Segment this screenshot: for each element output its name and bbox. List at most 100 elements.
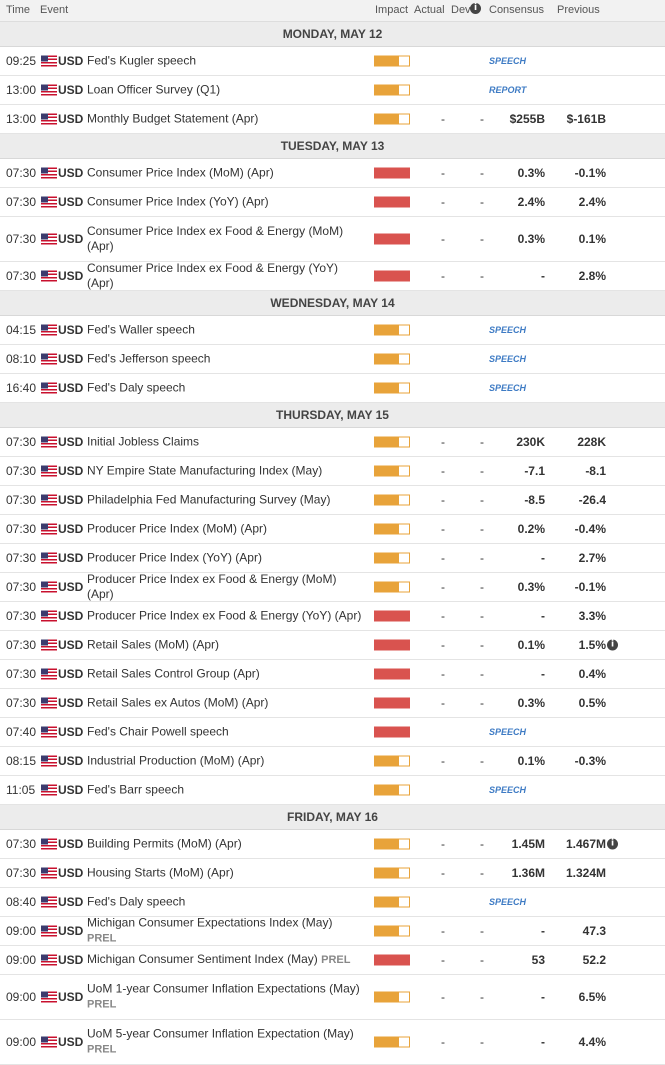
- deviation-value: -: [480, 522, 484, 536]
- currency-code: USD: [58, 866, 84, 880]
- event-name[interactable]: Fed's Daly speech: [87, 381, 362, 396]
- us-flag-icon: [41, 991, 57, 1003]
- event-name[interactable]: Loan Officer Survey (Q1): [87, 83, 362, 98]
- event-row[interactable]: 07:40 USD Fed's Chair Powell speech SPEECH: [0, 718, 665, 747]
- event-name[interactable]: Fed's Daly speech: [87, 895, 362, 910]
- event-title: Consumer Price Index (YoY) (Apr): [87, 194, 269, 209]
- event-name[interactable]: Producer Price Index ex Food & Energy (M…: [87, 572, 362, 602]
- impact-high-bar: [374, 726, 410, 738]
- revised-info-icon[interactable]: i: [607, 838, 618, 850]
- event-name[interactable]: Industrial Production (MoM) (Apr): [87, 754, 362, 769]
- event-name[interactable]: Fed's Kugler speech: [87, 54, 362, 69]
- event-name[interactable]: Building Permits (MoM) (Apr): [87, 837, 362, 852]
- event-row[interactable]: 07:30 USD Retail Sales ex Autos (MoM) (Apr…: [0, 689, 665, 718]
- deviation-value: -: [480, 866, 484, 880]
- event-row[interactable]: 09:00 USD UoM 1-year Consumer Inflation Ex…: [0, 975, 665, 1020]
- day-header: WEDNESDAY, MAY 14: [0, 291, 665, 316]
- event-name[interactable]: Fed's Chair Powell speech: [87, 725, 362, 740]
- event-row[interactable]: 07:30 USD Retail Sales (MoM) (Apr) - - 0.1% 1.…: [0, 631, 665, 660]
- event-title: NY Empire State Manufacturing Index (May…: [87, 463, 323, 478]
- event-name[interactable]: Retail Sales Control Group (Apr): [87, 667, 362, 682]
- event-title: Retail Sales (MoM) (Apr): [87, 637, 220, 652]
- event-name[interactable]: Consumer Price Index (MoM) (Apr): [87, 166, 362, 181]
- event-name[interactable]: Retail Sales ex Autos (MoM) (Apr): [87, 696, 362, 711]
- event-name[interactable]: Housing Starts (MoM) (Apr): [87, 866, 362, 881]
- event-row[interactable]: 16:40 USD Fed's Daly speech SPEECH: [0, 374, 665, 403]
- us-flag-icon: [41, 639, 57, 651]
- event-row[interactable]: 07:30 USD Consumer Price Index (MoM) (Apr)…: [0, 159, 665, 188]
- previous-value: 1.467M: [565, 837, 606, 851]
- us-flag-icon: [41, 465, 57, 477]
- event-name[interactable]: UoM 5-year Consumer Inflation Expectatio…: [87, 1027, 362, 1058]
- event-row[interactable]: 07:30 USD Consumer Price Index ex Food & E…: [0, 217, 665, 262]
- event-row[interactable]: 07:30 USD Building Permits (MoM) (Apr) - - 1.…: [0, 830, 665, 859]
- event-name[interactable]: Producer Price Index (MoM) (Apr): [87, 522, 362, 537]
- impact-medium-bar: [374, 436, 410, 448]
- currency-code: USD: [58, 323, 84, 337]
- event-name[interactable]: Fed's Waller speech: [87, 323, 362, 338]
- actual-value: -: [441, 493, 445, 507]
- event-row[interactable]: 07:30 USD Retail Sales Control Group (Apr)…: [0, 660, 665, 689]
- event-row[interactable]: 07:30 USD Philadelphia Fed Manufacturing S…: [0, 486, 665, 515]
- event-name[interactable]: Monthly Budget Statement (Apr): [87, 112, 362, 127]
- event-row[interactable]: 04:15 USD Fed's Waller speech SPEECH: [0, 316, 665, 345]
- event-row[interactable]: 07:30 USD Producer Price Index (MoM) (Apr)…: [0, 515, 665, 544]
- event-row[interactable]: 07:30 USD Housing Starts (MoM) (Apr) - - 1.36…: [0, 859, 665, 888]
- previous-value: 0.1%: [578, 232, 606, 246]
- event-name[interactable]: NY Empire State Manufacturing Index (May…: [87, 464, 362, 479]
- event-row[interactable]: 08:40 USD Fed's Daly speech SPEECH: [0, 888, 665, 917]
- event-row[interactable]: 09:25 USD Fed's Kugler speech SPEECH: [0, 47, 665, 76]
- event-name[interactable]: Michigan Consumer Expectations Index (Ma…: [87, 916, 362, 947]
- event-name[interactable]: Producer Price Index ex Food & Energy (Y…: [87, 609, 362, 624]
- previous-value: -8.1: [585, 464, 606, 478]
- event-name[interactable]: Consumer Price Index ex Food & Energy (M…: [87, 224, 362, 254]
- consensus-value: -: [541, 551, 545, 565]
- event-name[interactable]: Initial Jobless Claims: [87, 435, 362, 450]
- event-row[interactable]: 07:30 USD NY Empire State Manufacturing In…: [0, 457, 665, 486]
- event-row[interactable]: 07:30 USD Producer Price Index ex Food & E…: [0, 602, 665, 631]
- event-row[interactable]: 08:15 USD Industrial Production (MoM) (Apr…: [0, 747, 665, 776]
- dev-info-icon[interactable]: i: [470, 3, 481, 14]
- event-title: Fed's Kugler speech: [87, 53, 197, 68]
- actual-value: -: [441, 551, 445, 565]
- currency-code: USD: [58, 895, 84, 909]
- event-row[interactable]: 13:00 USD Monthly Budget Statement (Apr) - -…: [0, 105, 665, 134]
- event-name[interactable]: UoM 1-year Consumer Inflation Expectatio…: [87, 982, 362, 1013]
- event-row[interactable]: 11:05 USD Fed's Barr speech SPEECH: [0, 776, 665, 805]
- deviation-value: -: [480, 754, 484, 768]
- consensus-value: 2.4%: [517, 195, 545, 209]
- header-event: Event: [40, 4, 69, 16]
- event-name[interactable]: Retail Sales (MoM) (Apr): [87, 638, 362, 653]
- prel-badge: PREL: [321, 954, 351, 966]
- event-name[interactable]: Consumer Price Index (YoY) (Apr): [87, 195, 362, 210]
- us-flag-icon: [41, 84, 57, 96]
- event-name[interactable]: Michigan Consumer Sentiment Index (May) …: [87, 952, 362, 968]
- event-name[interactable]: Fed's Barr speech: [87, 783, 362, 798]
- event-title: Fed's Waller speech: [87, 322, 195, 337]
- event-row[interactable]: 09:00 USD UoM 5-year Consumer Inflation Ex…: [0, 1020, 665, 1065]
- event-row[interactable]: 07:30 USD Consumer Price Index ex Food & E…: [0, 261, 665, 291]
- impact-medium-bar: [374, 55, 410, 67]
- consensus-value: 0.2%: [517, 522, 545, 536]
- event-title: Retail Sales ex Autos (MoM) (Apr): [87, 695, 269, 710]
- previous-value: 52.2: [582, 953, 606, 967]
- event-row[interactable]: 07:30 USD Consumer Price Index (YoY) (Apr)…: [0, 188, 665, 217]
- event-time: 07:30: [6, 580, 37, 594]
- event-name[interactable]: Fed's Jefferson speech: [87, 352, 362, 367]
- previous-value: 1.5%: [578, 638, 606, 652]
- event-row[interactable]: 07:30 USD Producer Price Index (YoY) (Apr)…: [0, 544, 665, 573]
- day-header: MONDAY, MAY 12: [0, 22, 665, 47]
- impact-high-bar: [374, 954, 410, 966]
- event-name[interactable]: Producer Price Index (YoY) (Apr): [87, 551, 362, 566]
- event-type-tag: SPEECH: [489, 56, 527, 66]
- event-row[interactable]: 08:10 USD Fed's Jefferson speech SPEECH: [0, 345, 665, 374]
- event-row[interactable]: 07:30 USD Initial Jobless Claims - - 230K 228K: [0, 428, 665, 457]
- event-name[interactable]: Philadelphia Fed Manufacturing Survey (M…: [87, 493, 362, 508]
- event-title: Initial Jobless Claims: [87, 434, 200, 449]
- event-row[interactable]: 09:00 USD Michigan Consumer Sentiment Inde…: [0, 946, 665, 975]
- event-row[interactable]: 09:00 USD Michigan Consumer Expectations I…: [0, 916, 665, 947]
- event-row[interactable]: 13:00 USD Loan Officer Survey (Q1) REPORT: [0, 76, 665, 105]
- event-name[interactable]: Consumer Price Index ex Food & Energy (Y…: [87, 261, 362, 291]
- event-row[interactable]: 07:30 USD Producer Price Index ex Food & E…: [0, 572, 665, 602]
- revised-info-icon[interactable]: i: [607, 639, 618, 651]
